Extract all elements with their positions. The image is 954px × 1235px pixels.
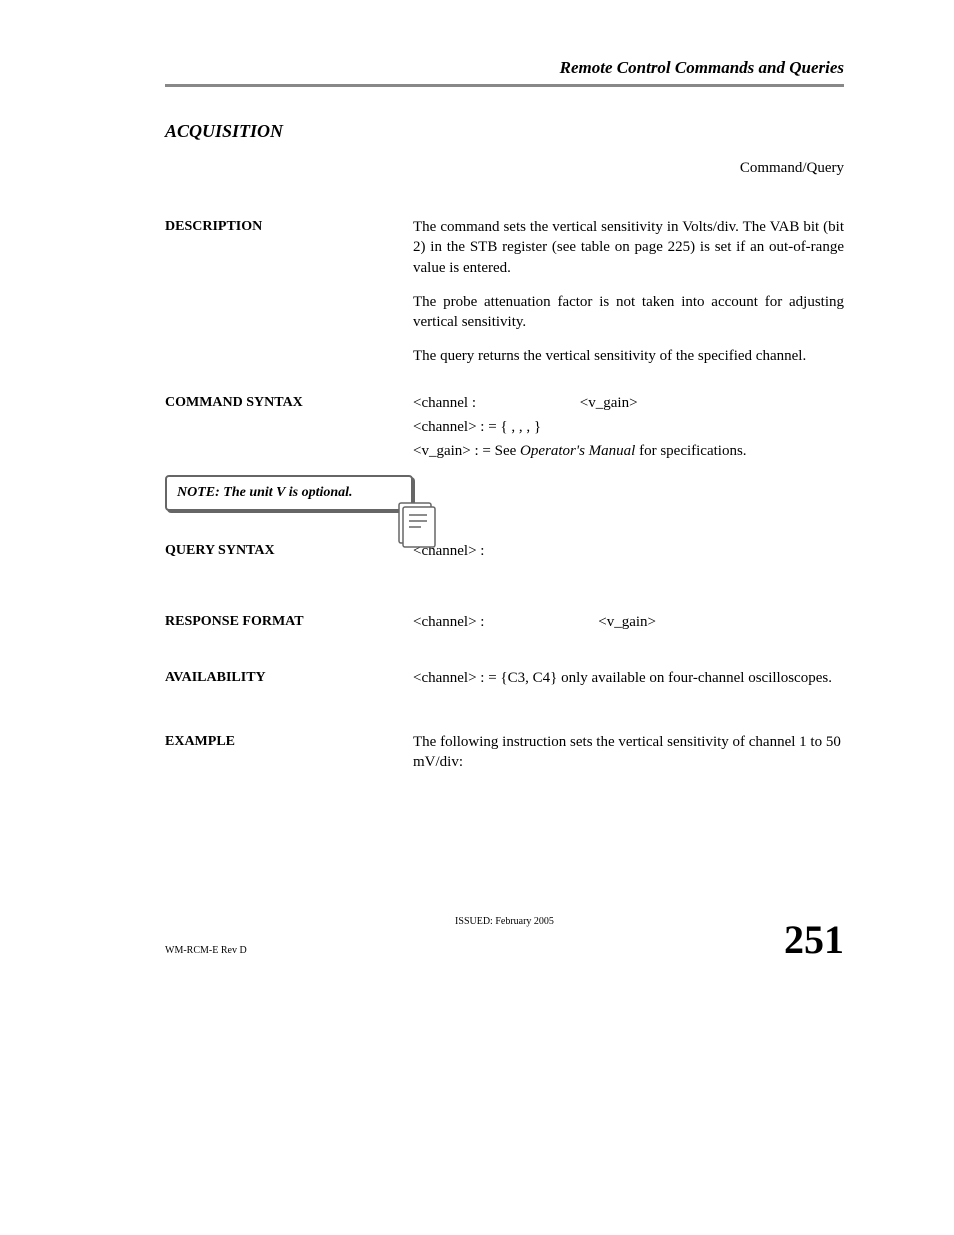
note-container: NOTE: The unit V is optional. xyxy=(165,475,413,511)
text-fragment: <v_gain> xyxy=(598,614,656,630)
text-fragment: <channel> : xyxy=(413,614,488,630)
text-fragment: <channel : xyxy=(413,395,480,411)
note-box: NOTE: The unit V is optional. xyxy=(165,475,413,511)
command-syntax-row: COMMAND SYNTAX <channel : <v_gain> <chan… xyxy=(165,393,844,466)
description-p2: The probe attenuation factor is not take… xyxy=(413,292,844,333)
text-fragment: command sets the vertical sensitivity in… xyxy=(413,219,844,276)
footer-issued: ISSUED: February 2005 xyxy=(455,916,554,927)
response-format-row: RESPONSE FORMAT <channel> : <v_gain> xyxy=(165,612,844,632)
text-fragment: query returns the vertical sensitivity o… xyxy=(440,348,806,364)
page-number: 251 xyxy=(784,916,844,963)
description-p3: The query returns the vertical sensitivi… xyxy=(413,346,844,366)
query-syntax-label: QUERY SYNTAX xyxy=(165,541,413,559)
notepad-icon xyxy=(397,501,441,551)
text-fragment: The xyxy=(413,348,440,364)
syntax-line-1: <channel : <v_gain> xyxy=(413,393,844,413)
command-query-label: Command/Query xyxy=(165,160,844,177)
syntax-line-3: <v_gain> : = See Operator's Manual for s… xyxy=(413,441,844,461)
text-fragment: <v_gain> : = See xyxy=(413,443,520,459)
response-format-content: <channel> : <v_gain> xyxy=(413,612,844,632)
query-syntax-row: QUERY SYNTAX <channel> : xyxy=(165,541,844,561)
availability-label: AVAILABILITY xyxy=(165,668,413,686)
query-syntax-content: <channel> : xyxy=(413,541,844,561)
text-fragment: <v_gain> xyxy=(580,395,638,411)
description-row: DESCRIPTION The command sets the vertica… xyxy=(165,217,844,367)
example-row: EXAMPLE The following instruction sets t… xyxy=(165,732,844,773)
example-label: EXAMPLE xyxy=(165,732,413,750)
header-rule xyxy=(165,84,844,87)
text-fragment-italic: Operator's Manual xyxy=(520,443,635,459)
command-syntax-content: <channel : <v_gain> <channel> : = { , , … xyxy=(413,393,844,466)
text-fragment: for specifications. xyxy=(635,443,746,459)
response-format-label: RESPONSE FORMAT xyxy=(165,612,413,630)
description-p1: The command sets the vertical sensitivit… xyxy=(413,217,844,278)
text-fragment: The xyxy=(413,219,440,235)
syntax-line-2: <channel> : = { , , , } xyxy=(413,417,844,437)
document-page: Remote Control Commands and Queries ACQU… xyxy=(0,0,954,1235)
availability-content: <channel> : = {C3, C4} only available on… xyxy=(413,668,844,688)
header-title: Remote Control Commands and Queries xyxy=(165,58,844,78)
example-content: The following instruction sets the verti… xyxy=(413,732,844,773)
command-syntax-label: COMMAND SYNTAX xyxy=(165,393,413,411)
availability-row: AVAILABILITY <channel> : = {C3, C4} only… xyxy=(165,668,844,688)
footer-rev: WM-RCM-E Rev D xyxy=(165,945,247,956)
page-footer: WM-RCM-E Rev D ISSUED: February 2005 251 xyxy=(165,916,844,963)
section-title: ACQUISITION xyxy=(165,121,844,142)
description-label: DESCRIPTION xyxy=(165,217,413,235)
description-content: The command sets the vertical sensitivit… xyxy=(413,217,844,367)
